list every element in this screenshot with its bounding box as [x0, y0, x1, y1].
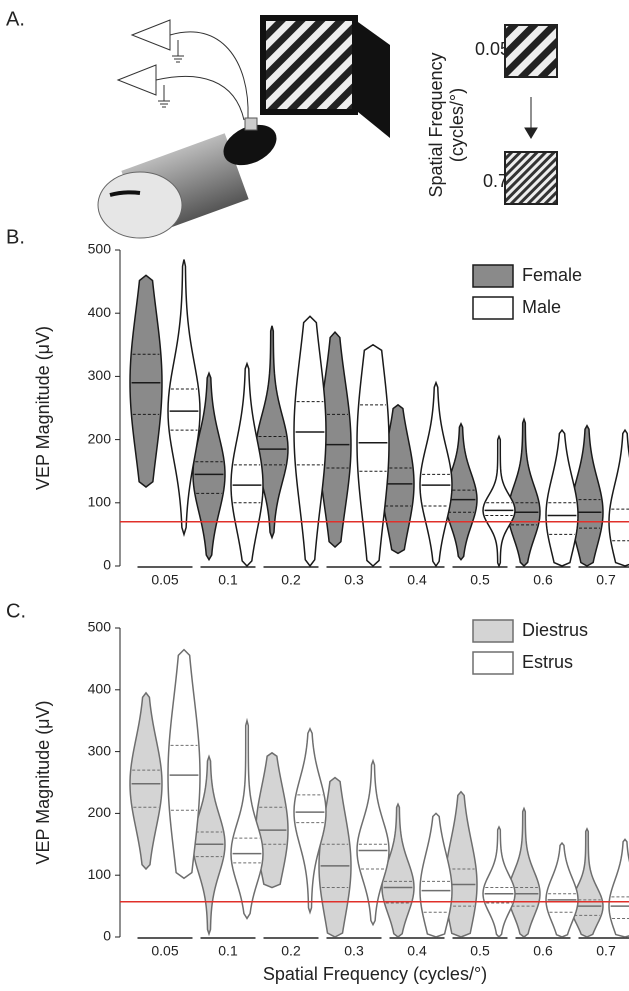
legend-swatch	[472, 619, 514, 643]
legend-label: Male	[522, 297, 561, 317]
x-tick-label: 0.7	[596, 572, 616, 588]
panel-label: C.	[6, 600, 26, 622]
violin	[482, 825, 516, 939]
x-tick-label: 0.6	[533, 943, 553, 959]
violin	[192, 371, 226, 562]
low-grating	[504, 24, 558, 78]
x-tick-label: 0.5	[470, 572, 490, 588]
legend-label: Diestrus	[522, 620, 588, 640]
legend-label: Female	[522, 265, 582, 285]
panel-label: A.	[6, 8, 25, 30]
x-tick-label: 0.05	[151, 943, 178, 959]
x-tick-label: 0.6	[533, 572, 553, 588]
x-axis-title: Spatial Frequency (cycles/°)	[263, 964, 487, 984]
amplifier	[130, 19, 171, 51]
x-tick-label: 0.4	[407, 572, 427, 588]
violin	[129, 691, 163, 871]
low-frequency-label: 0.05	[475, 39, 510, 59]
y-tick-label: 200	[88, 430, 112, 446]
x-tick-label: 0.1	[218, 943, 238, 959]
x-tick-label: 0.2	[281, 943, 301, 959]
arrow	[524, 97, 538, 139]
panel-label: B.	[6, 226, 25, 248]
violin	[356, 758, 390, 927]
y-tick-label: 400	[88, 681, 112, 697]
x-tick-label: 0.3	[344, 943, 364, 959]
violin	[167, 648, 201, 880]
treadmill-end	[97, 171, 183, 239]
y-tick-label: 0	[103, 928, 111, 944]
high-grating	[504, 151, 558, 205]
y-axis-title: VEP Magnitude (μV)	[33, 700, 53, 864]
y-tick-label: 0	[103, 557, 111, 573]
legend-label: Estrus	[522, 652, 573, 672]
violin	[419, 812, 453, 938]
legend-swatch	[472, 264, 514, 288]
x-tick-label: 0.1	[218, 572, 238, 588]
monitor-side	[358, 22, 390, 138]
violin	[318, 776, 352, 938]
violin	[192, 754, 226, 937]
violin	[356, 343, 390, 568]
stimulus-axis-title: (cycles/°)	[447, 88, 467, 162]
violin	[293, 726, 327, 915]
violin	[482, 434, 516, 568]
implant	[244, 117, 258, 131]
violin	[545, 841, 579, 938]
y-tick-label: 100	[88, 494, 112, 510]
y-tick-label: 400	[88, 304, 112, 320]
y-axis-title: VEP Magnitude (μV)	[33, 326, 53, 490]
violin	[419, 380, 453, 568]
stimulus-axis-title: Spatial Frequency	[426, 52, 446, 197]
panel-a: A. Spatial Frequency (cycles/°) 0.05 0.7	[6, 8, 558, 239]
amplifier	[116, 64, 157, 96]
x-tick-label: 0.7	[596, 943, 616, 959]
x-tick-label: 0.4	[407, 943, 427, 959]
x-tick-label: 0.2	[281, 572, 301, 588]
violin	[167, 259, 201, 537]
violin	[293, 315, 327, 568]
y-tick-label: 100	[88, 866, 112, 882]
y-tick-label: 500	[88, 241, 112, 257]
wire	[155, 31, 249, 121]
high-frequency-label: 0.7	[483, 171, 508, 191]
violin	[507, 806, 541, 938]
violin	[570, 827, 604, 938]
legend-swatch	[472, 651, 514, 675]
x-tick-label: 0.5	[470, 943, 490, 959]
ground	[158, 40, 184, 108]
mouse	[223, 124, 277, 166]
x-tick-label: 0.3	[344, 572, 364, 588]
x-tick-label: 0.05	[151, 572, 178, 588]
violin	[381, 802, 415, 938]
violin	[230, 717, 264, 920]
y-tick-label: 300	[88, 367, 112, 383]
violin	[608, 428, 629, 567]
y-tick-label: 300	[88, 742, 112, 758]
tail	[109, 190, 141, 197]
violin	[230, 361, 264, 568]
violin	[608, 838, 629, 938]
violin	[507, 417, 541, 568]
violin	[129, 274, 163, 488]
monitor-grating	[266, 21, 352, 109]
legend-swatch	[472, 296, 514, 320]
y-tick-label: 200	[88, 804, 112, 820]
violin	[545, 428, 579, 567]
y-tick-label: 500	[88, 619, 112, 635]
violin	[444, 790, 478, 938]
